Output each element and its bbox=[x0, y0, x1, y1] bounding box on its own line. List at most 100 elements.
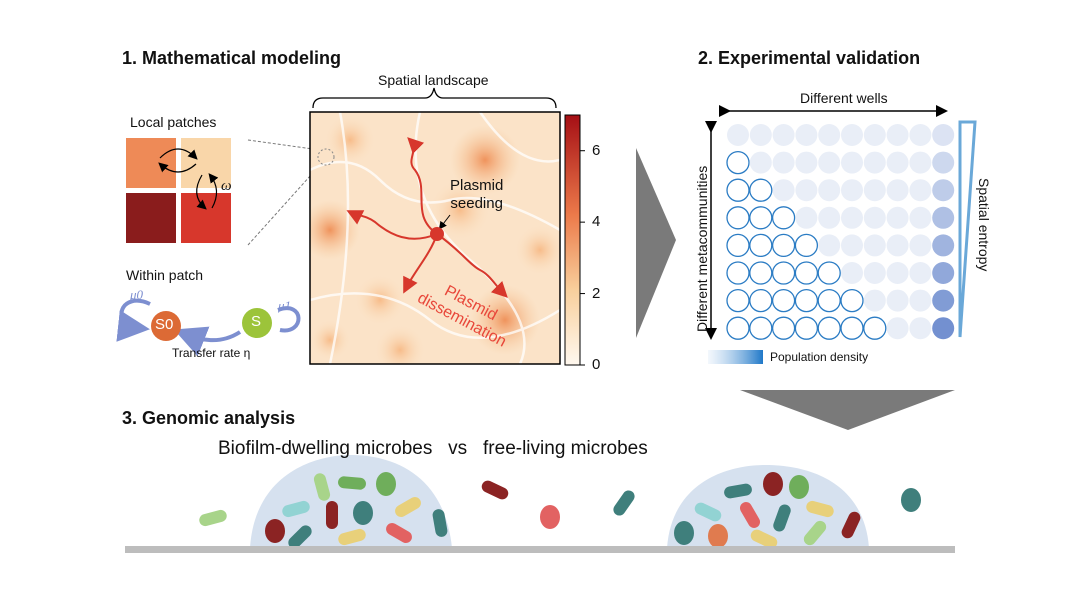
rod-microbe bbox=[806, 500, 834, 518]
migration-arrow bbox=[158, 162, 197, 173]
biofilm-dome bbox=[250, 455, 452, 548]
well-occupied bbox=[794, 288, 819, 313]
colorbar-tick-label: 4 bbox=[592, 213, 601, 231]
well-density bbox=[932, 179, 955, 202]
coccus-microbe bbox=[674, 521, 694, 545]
heat-blob bbox=[375, 325, 425, 364]
right-arrow-shape bbox=[636, 148, 676, 338]
well-density bbox=[932, 206, 955, 229]
well-occupied bbox=[863, 316, 887, 340]
well-empty bbox=[909, 289, 932, 312]
well-empty bbox=[841, 262, 863, 284]
rod-microbe bbox=[481, 480, 509, 500]
well-empty bbox=[795, 124, 818, 146]
well-empty bbox=[841, 151, 863, 174]
well-occupied bbox=[771, 261, 796, 285]
well-empty bbox=[863, 151, 886, 174]
well-occupied bbox=[749, 261, 773, 285]
well-empty bbox=[909, 262, 932, 284]
well-empty bbox=[863, 234, 886, 257]
coccus-microbe bbox=[353, 501, 373, 525]
well-empty bbox=[841, 234, 863, 257]
well-empty bbox=[772, 124, 795, 146]
population-density-legend bbox=[708, 350, 763, 364]
s0-label: S0 bbox=[155, 316, 174, 333]
well-empty bbox=[909, 234, 932, 257]
spatial-entropy-label: Spatial entropy bbox=[976, 178, 992, 272]
rod-microbe bbox=[395, 497, 421, 517]
coccus-microbe bbox=[540, 505, 560, 529]
well-occupied bbox=[840, 316, 864, 340]
well-density bbox=[932, 151, 955, 174]
well-occupied bbox=[726, 178, 750, 202]
well-empty bbox=[909, 317, 932, 340]
coccus-microbe bbox=[708, 524, 728, 548]
metacommunities-label: Different metacommunities bbox=[694, 165, 710, 332]
well-occupied bbox=[771, 233, 796, 258]
well-empty bbox=[863, 262, 886, 284]
well-occupied bbox=[726, 261, 750, 285]
well-empty bbox=[886, 234, 909, 257]
self-loop-arrow bbox=[277, 306, 301, 333]
well-density bbox=[932, 289, 955, 312]
well-occupied bbox=[794, 233, 819, 258]
migration-arrow bbox=[159, 148, 198, 160]
zoom-line bbox=[247, 164, 321, 246]
well-occupied bbox=[749, 206, 773, 230]
plasmid-seeding-label: Plasmid seeding bbox=[450, 177, 503, 213]
well-occupied bbox=[794, 261, 819, 285]
rod-microbe bbox=[740, 502, 760, 528]
within-patch-diagram bbox=[116, 298, 301, 357]
rod-microbe bbox=[326, 501, 338, 529]
transfer-arrow bbox=[173, 326, 242, 357]
well-empty bbox=[909, 179, 932, 202]
well-occupied bbox=[749, 316, 773, 340]
well-empty bbox=[909, 124, 932, 146]
well-density bbox=[932, 262, 955, 284]
rod-microbe bbox=[613, 490, 635, 516]
wells-label: Different wells bbox=[800, 90, 888, 106]
well-occupied bbox=[817, 261, 841, 285]
rod-microbe bbox=[803, 520, 827, 546]
local-patches-label: Local patches bbox=[130, 114, 217, 130]
well-occupied bbox=[749, 178, 773, 202]
patch bbox=[181, 138, 231, 188]
well-empty bbox=[841, 206, 863, 229]
rod-microbe bbox=[199, 509, 227, 527]
well-empty bbox=[886, 289, 909, 312]
dissemination-arrow bbox=[346, 210, 438, 240]
well-empty bbox=[727, 124, 749, 146]
well-density bbox=[932, 124, 955, 146]
well-empty bbox=[841, 179, 863, 202]
coccus-microbe bbox=[789, 475, 809, 499]
well-empty bbox=[886, 206, 909, 229]
omega-label: ω bbox=[221, 178, 232, 194]
surface bbox=[125, 546, 955, 553]
dissemination-arrow bbox=[407, 137, 438, 235]
panel2-title: 2. Experimental validation bbox=[698, 48, 921, 68]
rod-microbe bbox=[338, 476, 366, 490]
rod-microbe bbox=[282, 500, 310, 518]
well-empty bbox=[863, 179, 886, 202]
self-loop-arrow bbox=[116, 298, 151, 342]
well-empty bbox=[863, 206, 886, 229]
local-patches bbox=[126, 138, 321, 246]
patch bbox=[181, 193, 231, 243]
transfer-rate-label: Transfer rate η bbox=[172, 346, 251, 360]
rod-microbe bbox=[313, 473, 331, 501]
well-grid bbox=[705, 105, 977, 364]
well-empty bbox=[818, 151, 841, 174]
well-empty bbox=[886, 262, 909, 284]
spatial-landscape-label: Spatial landscape bbox=[378, 72, 489, 88]
heat-blob bbox=[310, 320, 350, 360]
well-empty bbox=[863, 289, 886, 312]
well-occupied bbox=[749, 233, 773, 258]
seeding-point bbox=[430, 227, 444, 241]
well-empty bbox=[841, 124, 863, 146]
rod-microbe bbox=[724, 483, 752, 499]
migration-arrow bbox=[196, 174, 207, 210]
genomic-subtitle: Biofilm-dwelling microbes vs free-living… bbox=[218, 438, 648, 459]
rod-microbe bbox=[386, 523, 412, 543]
